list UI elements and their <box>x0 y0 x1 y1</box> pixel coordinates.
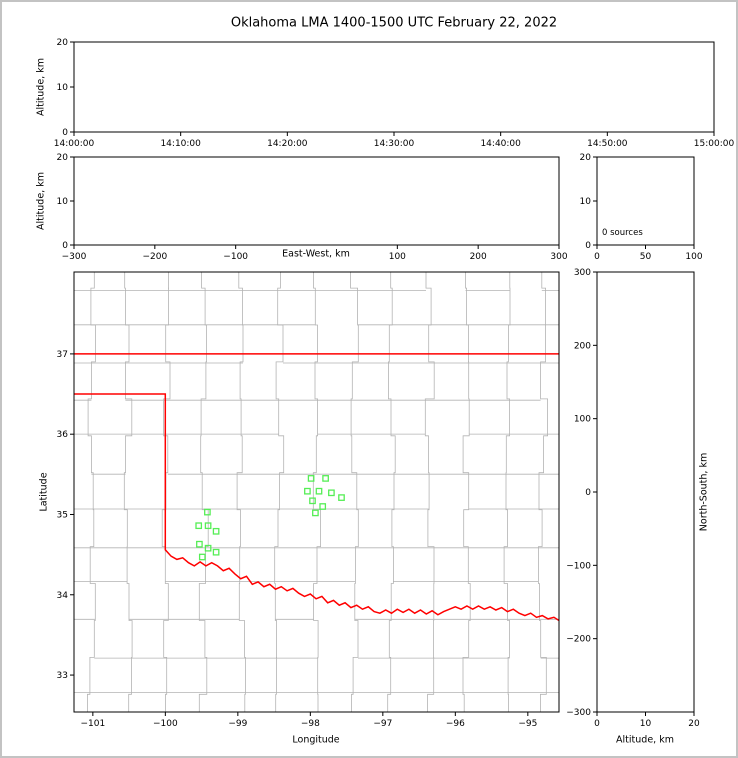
oklahoma-texas-border-red-river <box>74 393 559 622</box>
county-boundaries-vertical <box>87 272 548 712</box>
lma-station-marker <box>328 489 335 497</box>
lma-station-marker <box>309 497 316 505</box>
lma-station-marker <box>196 540 203 548</box>
time-height-panel-frame <box>73 41 715 133</box>
histogram-altitude-ticks: 0 10 20 <box>580 153 597 251</box>
svg-text:−100: −100 <box>566 561 591 571</box>
svg-text:300: 300 <box>574 268 591 278</box>
svg-text:10: 10 <box>640 719 652 729</box>
svg-text:200: 200 <box>470 252 487 262</box>
lma-station-marker <box>304 487 311 495</box>
svg-text:35: 35 <box>57 510 68 520</box>
map-layers <box>74 272 559 712</box>
svg-text:300: 300 <box>550 252 567 262</box>
lma-station-marker <box>315 487 323 495</box>
lma-station-marker <box>322 475 329 482</box>
svg-text:0: 0 <box>62 241 68 251</box>
lma-station-marker <box>204 522 212 530</box>
svg-text:−100: −100 <box>153 719 178 729</box>
svg-text:37: 37 <box>57 350 68 360</box>
source-count-annotation: 0 sources <box>602 228 643 238</box>
svg-text:14:10:00: 14:10:00 <box>160 139 201 149</box>
map-xlabel-longitude: Longitude <box>292 734 340 746</box>
time-panel-ylabel: Altitude, km <box>35 58 47 116</box>
lma-station-marker <box>319 503 327 510</box>
svg-text:−99: −99 <box>228 719 247 729</box>
svg-text:0: 0 <box>585 488 591 498</box>
svg-text:10: 10 <box>580 197 592 207</box>
time-axis-ticks: 14:00:00 14:10:00 14:20:00 14:30:00 14:40:00… <box>54 132 735 149</box>
svg-text:−100: −100 <box>223 252 248 262</box>
county-boundaries-horizontal <box>74 290 559 693</box>
svg-text:10: 10 <box>57 197 69 207</box>
svg-text:14:00:00: 14:00:00 <box>54 139 95 149</box>
eastwest-height-panel-frame <box>73 156 560 246</box>
svg-text:−200: −200 <box>566 635 591 645</box>
lma-station-marker <box>307 475 315 482</box>
northsouth-height-panel-frame <box>596 271 695 713</box>
eastwest-panel-ylabel: Altitude, km <box>35 172 47 230</box>
svg-text:20: 20 <box>688 719 700 729</box>
svg-text:−101: −101 <box>80 719 105 729</box>
ns-panel-altitude-ticks: 0 10 20 <box>594 712 700 729</box>
longitude-ticks: −101 −100 −99 −98 −97 −96 −95 <box>80 712 537 729</box>
svg-text:−98: −98 <box>301 719 320 729</box>
ns-panel-ylabel: North-South, km <box>698 452 710 532</box>
svg-text:−300: −300 <box>566 708 591 718</box>
svg-text:15:00:00: 15:00:00 <box>694 139 735 149</box>
ns-panel-xlabel: Altitude, km <box>616 734 674 746</box>
svg-text:−300: −300 <box>62 252 87 262</box>
svg-text:0: 0 <box>62 128 68 138</box>
eastwest-axis-ticks: −300 −200 −100 100 200 300 <box>62 245 568 262</box>
svg-text:20: 20 <box>57 38 69 48</box>
histogram-x-ticks: 0 50 100 <box>594 245 703 262</box>
lma-station-marker <box>195 522 203 530</box>
svg-text:14:50:00: 14:50:00 <box>587 139 628 149</box>
svg-text:14:20:00: 14:20:00 <box>267 139 308 149</box>
lma-station-marker <box>312 509 319 517</box>
svg-text:50: 50 <box>640 252 652 262</box>
northsouth-axis-ticks: 300 200 100 0 −100 −200 −300 <box>566 268 597 718</box>
lma-station-marker <box>212 527 220 535</box>
svg-text:100: 100 <box>389 252 406 262</box>
map-ylabel-latitude: Latitude <box>38 472 50 512</box>
svg-text:10: 10 <box>57 83 69 93</box>
map-panel-frame <box>73 271 560 713</box>
svg-text:200: 200 <box>574 341 591 351</box>
svg-text:100: 100 <box>574 415 591 425</box>
svg-text:34: 34 <box>57 591 69 601</box>
svg-text:36: 36 <box>57 430 69 440</box>
figure-title: Oklahoma LMA 1400-1500 UTC February 22, … <box>230 15 558 31</box>
svg-text:0: 0 <box>594 252 600 262</box>
svg-text:−200: −200 <box>142 252 167 262</box>
lma-station-marker <box>204 508 211 516</box>
latitude-ticks: 33 34 35 36 37 <box>57 350 74 681</box>
svg-text:−95: −95 <box>518 719 537 729</box>
svg-text:100: 100 <box>685 252 702 262</box>
svg-text:14:30:00: 14:30:00 <box>374 139 415 149</box>
svg-text:−97: −97 <box>373 719 392 729</box>
lma-station-marker <box>338 494 345 501</box>
time-panel-altitude-ticks: 0 10 20 <box>57 38 74 138</box>
svg-text:33: 33 <box>57 671 68 681</box>
svg-text:−96: −96 <box>446 719 465 729</box>
svg-text:20: 20 <box>580 153 592 163</box>
svg-text:0: 0 <box>594 719 600 729</box>
svg-text:0: 0 <box>585 241 591 251</box>
lma-station-marker <box>212 548 220 556</box>
eastwest-panel-altitude-ticks: 0 10 20 <box>57 153 74 251</box>
eastwest-panel-xlabel: East-West, km <box>282 248 350 260</box>
lma-station-marker <box>198 553 206 561</box>
lma-stations <box>195 475 345 561</box>
svg-text:14:40:00: 14:40:00 <box>480 139 521 149</box>
svg-text:20: 20 <box>57 153 69 163</box>
lma-station-marker <box>204 544 212 552</box>
